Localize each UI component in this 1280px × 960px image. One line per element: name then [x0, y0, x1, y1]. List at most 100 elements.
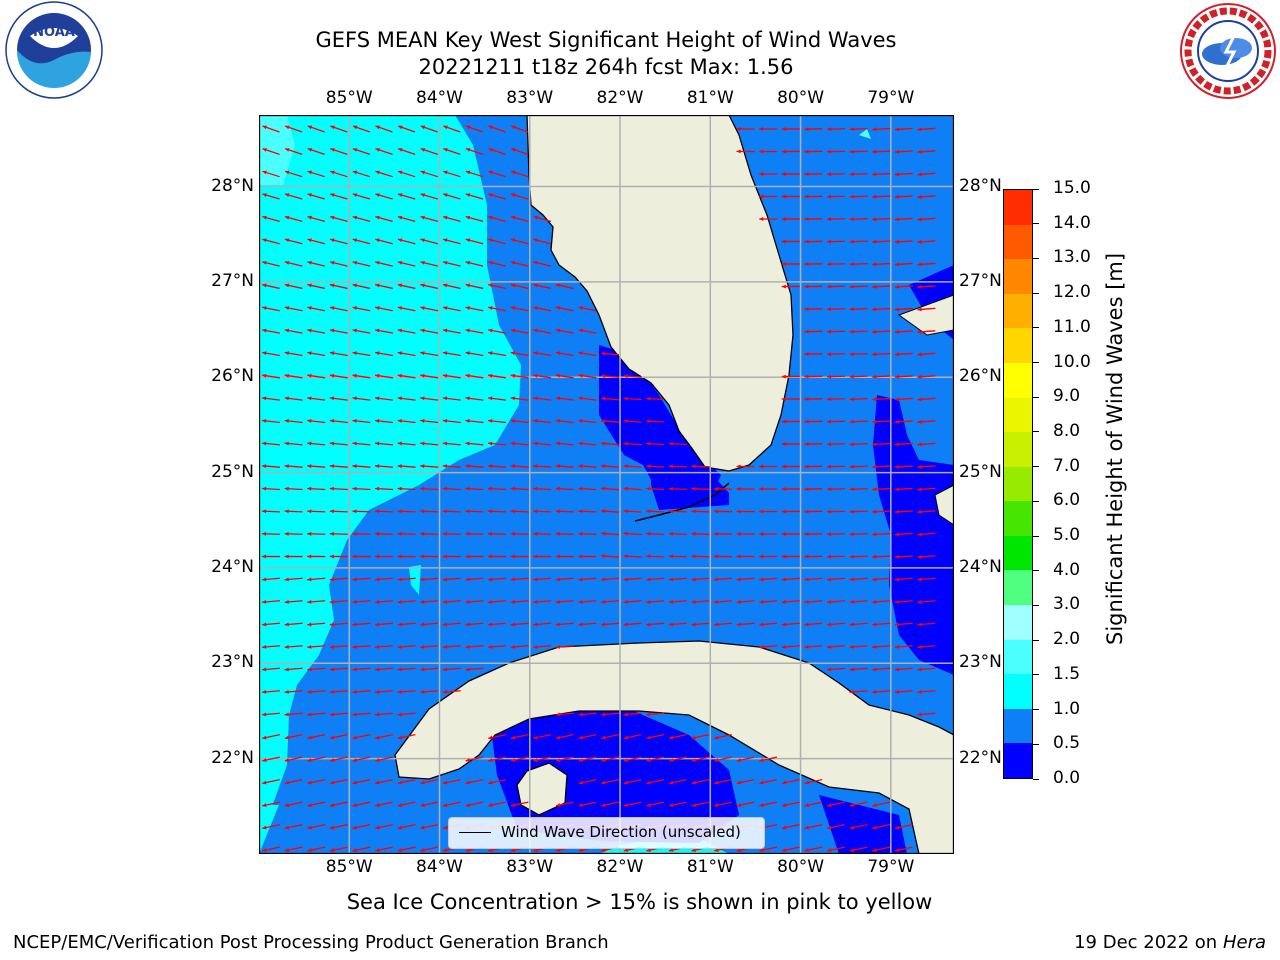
wave-direction-arrow: [261, 509, 281, 514]
wave-direction-arrow: [668, 554, 687, 559]
wave-direction-arrow: [872, 487, 891, 492]
colorbar-segment: [1004, 569, 1032, 606]
wave-direction-arrow: [352, 577, 371, 582]
wave-direction-arrow: [601, 778, 619, 785]
colorbar-tick-label: 0.5: [1053, 733, 1081, 754]
wave-direction-arrow: [759, 599, 778, 604]
wave-direction-arrow: [578, 756, 597, 762]
wave-direction-arrow: [284, 373, 303, 379]
wave-direction-arrow: [510, 554, 529, 559]
wave-direction-arrow: [917, 487, 936, 492]
wave-direction-arrow: [691, 554, 710, 559]
wave-direction-arrow: [374, 667, 394, 672]
wave-direction-arrow: [488, 193, 506, 200]
chart-subtitle: 20221211 t18z 264h fcst Max: 1.56: [418, 55, 794, 79]
wave-direction-arrow: [668, 441, 687, 446]
wave-direction-arrow: [578, 373, 597, 379]
wave-direction-arrow: [375, 778, 393, 785]
colorbar-tick-mark: [1033, 362, 1039, 364]
wave-direction-arrow: [284, 689, 303, 694]
wave-direction-arrow: [488, 733, 506, 740]
wave-direction-arrow: [849, 307, 868, 312]
wave-direction-arrow: [894, 554, 913, 559]
wave-direction-arrow: [352, 667, 371, 672]
wave-direction-arrow: [714, 756, 732, 762]
wave-direction-arrow: [284, 351, 303, 357]
wave-direction-arrow: [872, 172, 891, 177]
wave-direction-arrow: [872, 509, 891, 514]
wave-direction-arrow: [465, 577, 484, 582]
wave-direction-arrow: [397, 823, 416, 830]
wave-direction-arrow: [420, 351, 439, 357]
wave-direction-arrow: [442, 215, 461, 223]
wave-direction-arrow: [736, 149, 755, 154]
wave-direction-arrow: [284, 486, 303, 491]
wave-direction-arrow: [804, 307, 823, 312]
wave-direction-arrow: [736, 486, 755, 491]
wave-direction-arrow: [488, 283, 506, 290]
wave-direction-arrow: [352, 486, 371, 491]
wave-direction-arrow: [307, 328, 326, 334]
wave-direction-arrow: [872, 622, 891, 627]
lon-label-top: 83°W: [506, 88, 554, 108]
wave-direction-arrow: [804, 464, 823, 469]
wave-direction-arrow: [374, 644, 394, 649]
lat-label-left: 24°N: [211, 556, 254, 577]
wave-direction-arrow: [872, 262, 891, 267]
wave-direction-arrow: [804, 419, 823, 424]
colorbar-segment: [1004, 362, 1032, 398]
wave-direction-arrow: [465, 464, 484, 469]
colorbar-tick-mark: [1033, 396, 1039, 398]
wave-direction-arrow: [329, 193, 348, 200]
wave-direction-arrow: [555, 712, 574, 717]
wave-direction-arrow: [781, 419, 800, 424]
wave-direction-arrow: [781, 801, 800, 807]
wave-direction-arrow: [307, 396, 326, 401]
wave-direction-arrow: [329, 644, 348, 649]
wave-direction-arrow: [872, 352, 891, 357]
wave-direction-arrow: [781, 778, 800, 785]
wave-direction-arrow: [555, 328, 574, 334]
wave-direction-arrow: [668, 599, 687, 604]
wave-direction-arrow: [420, 215, 439, 223]
wave-direction-arrow: [352, 778, 371, 785]
wave-direction-arrow: [804, 644, 823, 649]
colorbar-segment: [1004, 258, 1032, 294]
wave-direction-arrow: [917, 644, 936, 649]
wave-direction-arrow: [781, 262, 800, 267]
wave-direction-arrow: [420, 823, 439, 830]
wave-direction-arrow: [646, 599, 665, 604]
colorbar-segment: [1004, 224, 1032, 260]
wave-direction-arrow: [917, 509, 936, 514]
wave-direction-arrow: [329, 689, 348, 694]
wave-direction-arrow: [533, 283, 552, 290]
wave-direction-arrow: [465, 373, 484, 379]
colorbar-tick-mark: [1033, 188, 1039, 190]
wave-direction-arrow: [487, 531, 507, 536]
wave-direction-arrow: [397, 328, 416, 334]
colorbar-tick-mark: [1033, 466, 1039, 468]
noaa-logo-text: NOAA: [33, 25, 75, 40]
wave-direction-arrow: [759, 149, 778, 154]
wave-direction-arrow: [510, 373, 529, 379]
wave-direction-arrow: [849, 172, 868, 177]
wave-direction-arrow: [284, 823, 303, 830]
wave-direction-arrow: [465, 419, 484, 424]
wave-direction-arrow: [420, 599, 439, 604]
wave-direction-arrow: [329, 846, 348, 852]
wave-direction-arrow: [307, 238, 326, 245]
wave-direction-arrow: [894, 622, 913, 627]
wave-direction-arrow: [894, 667, 913, 672]
wave-direction-arrow: [826, 622, 846, 627]
wave-direction-arrow: [849, 554, 868, 559]
wave-direction-arrow: [307, 509, 326, 514]
wave-direction-arrow: [261, 464, 281, 469]
wave-direction-arrow: [872, 644, 891, 649]
wave-direction-arrow: [397, 531, 416, 536]
wave-direction-arrow: [894, 577, 913, 582]
wave-direction-arrow: [600, 396, 620, 401]
lat-label-left: 22°N: [211, 747, 254, 768]
wave-direction-arrow: [533, 215, 552, 223]
wave-direction-arrow: [397, 170, 416, 178]
colorbar-tick-label: 7.0: [1053, 455, 1081, 476]
